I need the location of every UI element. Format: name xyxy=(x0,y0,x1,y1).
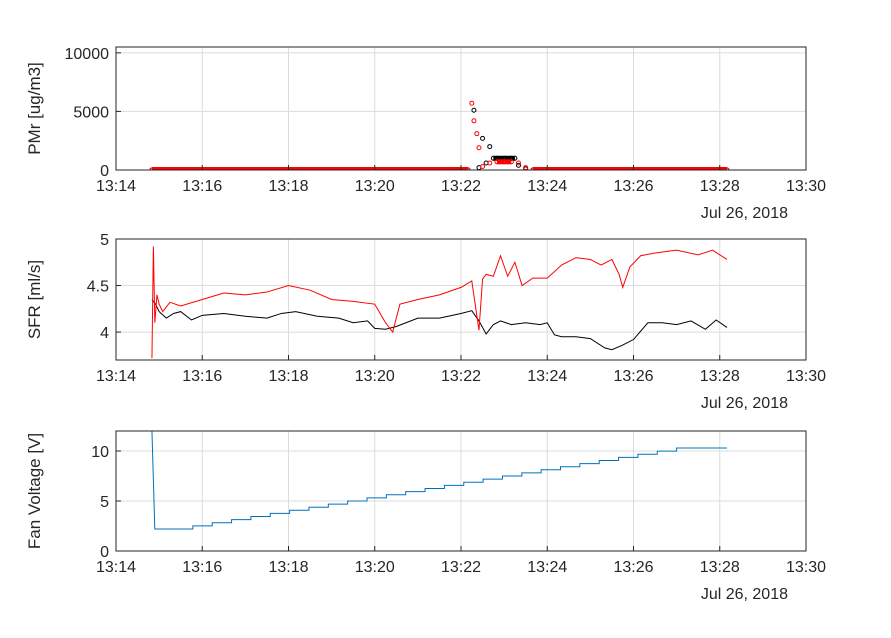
pm-series-red-point xyxy=(474,131,480,137)
pm-x-tick-label: 13:26 xyxy=(613,178,653,195)
pm-series-red-point xyxy=(487,160,493,166)
pm-panel: 13:14 13:16 13:18 13:20 13:22 13:24 13:26 13:28… xyxy=(25,46,826,222)
fan-voltage-y-tick-label: 10 xyxy=(91,444,109,461)
pm-y-tick-label: 5000 xyxy=(73,104,109,121)
fan-voltage-x-tick-label: 13:18 xyxy=(268,559,308,576)
pm-series-red-point xyxy=(465,167,471,170)
fan-voltage-x-tick-label: 13:26 xyxy=(613,559,653,576)
pm-x-tick-label: 13:24 xyxy=(527,178,567,195)
sfr-x-tick-label: 13:30 xyxy=(786,368,826,385)
pm-series-red-point xyxy=(480,163,486,169)
pm-x-tick-label: 13:28 xyxy=(700,178,740,195)
pm-series-black-point xyxy=(487,144,493,150)
sfr-y-tick-label: 4 xyxy=(100,325,109,342)
pm-series-red-point xyxy=(530,167,536,170)
pm-y-tick-label: 10000 xyxy=(65,46,110,63)
pm-x-tick-label: 13:14 xyxy=(96,178,136,195)
sfr-y-axis-label: SFR [ml/s] xyxy=(25,260,44,339)
pm-series-red-point xyxy=(149,167,155,170)
sfr-date-label: Jul 26, 2018 xyxy=(701,395,788,412)
sfr-x-tick-label: 13:14 xyxy=(96,368,136,385)
pm-date-label: Jul 26, 2018 xyxy=(701,205,788,222)
pm-x-tick-label: 13:30 xyxy=(786,178,826,195)
sfr-series-black xyxy=(151,299,728,351)
fan-voltage-y-tick-label: 0 xyxy=(100,544,109,561)
sfr-x-tick-label: 13:20 xyxy=(355,368,395,385)
fan-voltage-x-tick-label: 13:24 xyxy=(527,559,567,576)
fan-voltage-x-tick-label: 13:14 xyxy=(96,559,136,576)
fan-voltage-x-tick-label: 13:16 xyxy=(182,559,222,576)
fan-voltage-y-axis-label: Fan Voltage [V] xyxy=(25,433,44,549)
fan-voltage-panel: 13:14 13:16 13:18 13:20 13:22 13:24 13:26 13:28… xyxy=(25,430,826,603)
pm-series-red-point xyxy=(516,160,521,166)
sfr-plot-area xyxy=(151,246,728,359)
pm-series-red-point xyxy=(444,167,450,170)
pm-series-red-point xyxy=(469,100,475,106)
pm-series-black-point xyxy=(512,155,518,161)
pm-series-black-point xyxy=(480,135,486,141)
sfr-x-tick-label: 13:18 xyxy=(268,368,308,385)
fan-voltage-x-tick-label: 13:30 xyxy=(786,559,826,576)
fan-voltage-x-tick-label: 13:28 xyxy=(700,559,740,576)
fan-voltage-plot-area xyxy=(151,431,727,530)
pm-y-tick-label: 0 xyxy=(100,163,109,180)
pm-series-red-point xyxy=(724,167,730,170)
pm-x-tick-label: 13:20 xyxy=(355,178,395,195)
pm-series-black-point xyxy=(516,162,521,168)
sfr-y-tick-label: 4.5 xyxy=(87,279,109,296)
fan-voltage-date-label: Jul 26, 2018 xyxy=(701,586,788,603)
sfr-series-red xyxy=(151,246,728,359)
pm-x-tick-label: 13:16 xyxy=(182,178,222,195)
fan-voltage-x-tick-label: 13:20 xyxy=(355,559,395,576)
pm-x-tick-label: 13:18 xyxy=(268,178,308,195)
pm-y-axis-label: PMr [ug/m3] xyxy=(25,62,44,155)
pm-series-red-point xyxy=(471,118,477,124)
fan-voltage-series-blue xyxy=(151,431,727,530)
sfr-x-tick-label: 13:28 xyxy=(700,368,740,385)
pm-series-black-point xyxy=(471,107,477,113)
sfr-panel: 13:14 13:16 13:18 13:20 13:22 13:24 13:26 13:28… xyxy=(25,232,826,412)
sfr-x-tick-label: 13:24 xyxy=(527,368,567,385)
pm-series-red-point xyxy=(501,159,507,165)
sfr-x-tick-label: 13:16 xyxy=(182,368,222,385)
sfr-x-tick-label: 13:22 xyxy=(441,368,481,385)
pm-series-red-point xyxy=(494,159,500,165)
pm-series-red-point xyxy=(508,159,514,165)
fan-voltage-x-tick-label: 13:22 xyxy=(441,559,481,576)
pm-x-tick-label: 13:22 xyxy=(441,178,481,195)
fan-voltage-y-tick-label: 5 xyxy=(100,494,109,511)
sfr-x-tick-label: 13:26 xyxy=(613,368,653,385)
pm-series-red-point xyxy=(476,145,482,151)
sfr-y-tick-label: 5 xyxy=(100,232,109,249)
